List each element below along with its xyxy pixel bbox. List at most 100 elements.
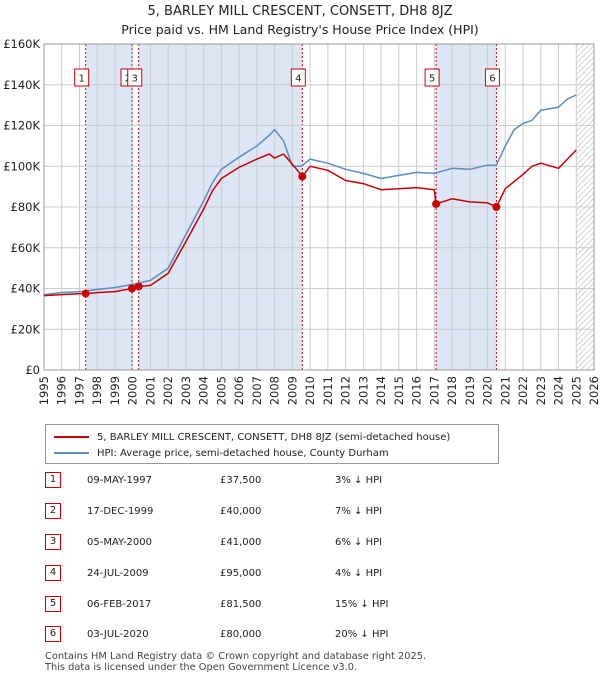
- transaction-price: £95,000: [220, 568, 262, 579]
- x-tick-label: 2003: [179, 376, 193, 405]
- x-tick-label: 2009: [285, 376, 299, 405]
- x-tick-label: 2006: [232, 376, 246, 405]
- chart-title: 5, BARLEY MILL CRESCENT, CONSETT, DH8 8J…: [147, 4, 453, 19]
- transaction-hpi: 3% ↓ HPI: [335, 475, 383, 486]
- transaction-hpi: 20% ↓ HPI: [335, 629, 389, 640]
- y-tick-label: £140K: [3, 78, 40, 92]
- x-tick-label: 2018: [445, 376, 459, 405]
- y-tick-label: £0: [25, 363, 40, 377]
- transaction-date: 24-JUL-2009: [87, 568, 149, 579]
- transaction-price: £41,000: [220, 537, 262, 548]
- transaction-date: 05-MAY-2000: [87, 537, 153, 548]
- transaction-hpi: 6% ↓ HPI: [335, 537, 383, 548]
- x-tick-label: 2001: [143, 376, 157, 405]
- sale-point: [432, 199, 441, 208]
- x-tick-label: 2020: [481, 376, 495, 405]
- sale-point: [298, 172, 307, 181]
- footer-attribution: Contains HM Land Registry data © Crown c…: [45, 651, 426, 673]
- x-tick-label: 2012: [339, 376, 353, 405]
- x-tick-label: 1995: [37, 376, 51, 405]
- sale-point: [134, 282, 143, 291]
- transaction-hpi: 7% ↓ HPI: [335, 506, 383, 517]
- transaction-row: 3 05-MAY-2000 £41,000 6% ↓ HPI: [45, 534, 405, 552]
- sale-label: 1: [79, 74, 85, 85]
- footer-line-copyright: Contains HM Land Registry data © Crown c…: [45, 651, 427, 662]
- transaction-row: 1 09-MAY-1997 £37,500 3% ↓ HPI: [45, 472, 405, 490]
- x-tick-label: 2023: [534, 376, 548, 405]
- sale-label: 5: [429, 74, 435, 85]
- x-tick-label: 1999: [108, 376, 122, 405]
- x-tick-label: 2008: [268, 376, 282, 405]
- sale-label: 4: [295, 74, 301, 85]
- y-tick-label: £120K: [3, 119, 40, 133]
- legend-label-property: 5, BARLEY MILL CRESCENT, CONSETT, DH8 8J…: [97, 431, 451, 443]
- y-tick-label: £60K: [11, 241, 41, 255]
- sale-label-box: [127, 68, 143, 87]
- x-tick-label: 1996: [55, 376, 69, 405]
- transaction-date: 06-FEB-2017: [87, 599, 152, 610]
- transaction-row: 6 03-JUL-2020 £80,000 20% ↓ HPI: [45, 626, 405, 644]
- x-tick-label: 2004: [197, 376, 211, 405]
- transaction-hpi: 4% ↓ HPI: [335, 568, 383, 579]
- chart-subtitle: Price paid vs. HM Land Registry's House …: [121, 22, 479, 37]
- sale-label-box: [484, 68, 500, 87]
- transaction-hpi: 15% ↓ HPI: [335, 599, 389, 610]
- x-tick-label: 2005: [214, 376, 228, 405]
- transaction-price: £80,000: [220, 629, 262, 640]
- x-tick-label: 2013: [356, 376, 370, 405]
- y-tick-label: £80K: [11, 200, 41, 214]
- transaction-number: 1: [45, 472, 61, 488]
- y-tick-label: £20K: [11, 322, 41, 336]
- transaction-price: £40,000: [220, 506, 262, 517]
- x-tick-label: 2011: [321, 376, 335, 405]
- plot-frame: [43, 43, 595, 371]
- sale-label: 3: [132, 74, 138, 85]
- transaction-number: 5: [45, 596, 61, 612]
- sale-label-box: [74, 68, 90, 87]
- x-tick-label: 1997: [72, 376, 86, 405]
- transaction-price: £37,500: [220, 475, 262, 486]
- price-chart: £0 £20K £40K £60K £80K £100K £120K £140K £160K 19…: [3, 37, 600, 405]
- transaction-date: 03-JUL-2020: [87, 629, 149, 640]
- legend: 5, BARLEY MILL CRESCENT, CONSETT, DH8 8J…: [45, 424, 499, 464]
- y-tick-label: £40K: [11, 282, 41, 296]
- x-tick-label: 2019: [463, 376, 477, 405]
- x-tick-label: 2015: [392, 376, 406, 405]
- x-tick-label: 2002: [161, 376, 175, 405]
- legend-item-property: 5, BARLEY MILL CRESCENT, CONSETT, DH8 8J…: [54, 430, 450, 444]
- x-tick-label: 2017: [427, 376, 441, 405]
- transaction-date: 09-MAY-1997: [87, 475, 153, 486]
- sale-point: [81, 289, 90, 298]
- transaction-date: 17-DEC-1999: [87, 506, 154, 517]
- footer-line-licence: This data is licensed under the Open Gov…: [45, 662, 358, 673]
- x-tick-label: 2021: [498, 376, 512, 405]
- x-tick-label: 2026: [587, 376, 600, 405]
- transaction-row: 5 06-FEB-2017 £81,500 15% ↓ HPI: [45, 596, 405, 614]
- x-tick-label: 1998: [90, 376, 104, 405]
- y-tick-label: £100K: [3, 159, 40, 173]
- sale-label-box: [290, 68, 306, 87]
- x-tick-label: 2000: [126, 376, 140, 405]
- legend-swatch-hpi: [54, 452, 89, 454]
- legend-label-hpi: HPI: Average price, semi-detached house,…: [97, 447, 389, 459]
- x-tick-label: 2016: [410, 376, 424, 405]
- transaction-number: 6: [45, 626, 61, 642]
- transaction-number: 4: [45, 565, 61, 581]
- transaction-number: 2: [45, 503, 61, 519]
- sale-point: [128, 284, 136, 293]
- x-tick-label: 2024: [552, 376, 566, 405]
- transaction-row: 4 24-JUL-2009 £95,000 4% ↓ HPI: [45, 565, 405, 583]
- y-tick-label: £160K: [3, 37, 40, 51]
- transaction-row: 2 17-DEC-1999 £40,000 7% ↓ HPI: [45, 503, 405, 521]
- x-tick-label: 2014: [374, 376, 388, 405]
- transaction-price: £81,500: [220, 599, 262, 610]
- sale-label-box: [424, 68, 440, 87]
- x-tick-label: 2007: [250, 376, 264, 405]
- hpi-line: [43, 94, 577, 296]
- sale-point: [492, 203, 501, 211]
- x-tick-label: 2010: [303, 376, 317, 405]
- legend-swatch-property: [54, 436, 89, 438]
- sale-label: 6: [489, 74, 495, 85]
- x-tick-label: 2022: [516, 376, 530, 405]
- legend-item-hpi: HPI: Average price, semi-detached house,…: [54, 446, 389, 460]
